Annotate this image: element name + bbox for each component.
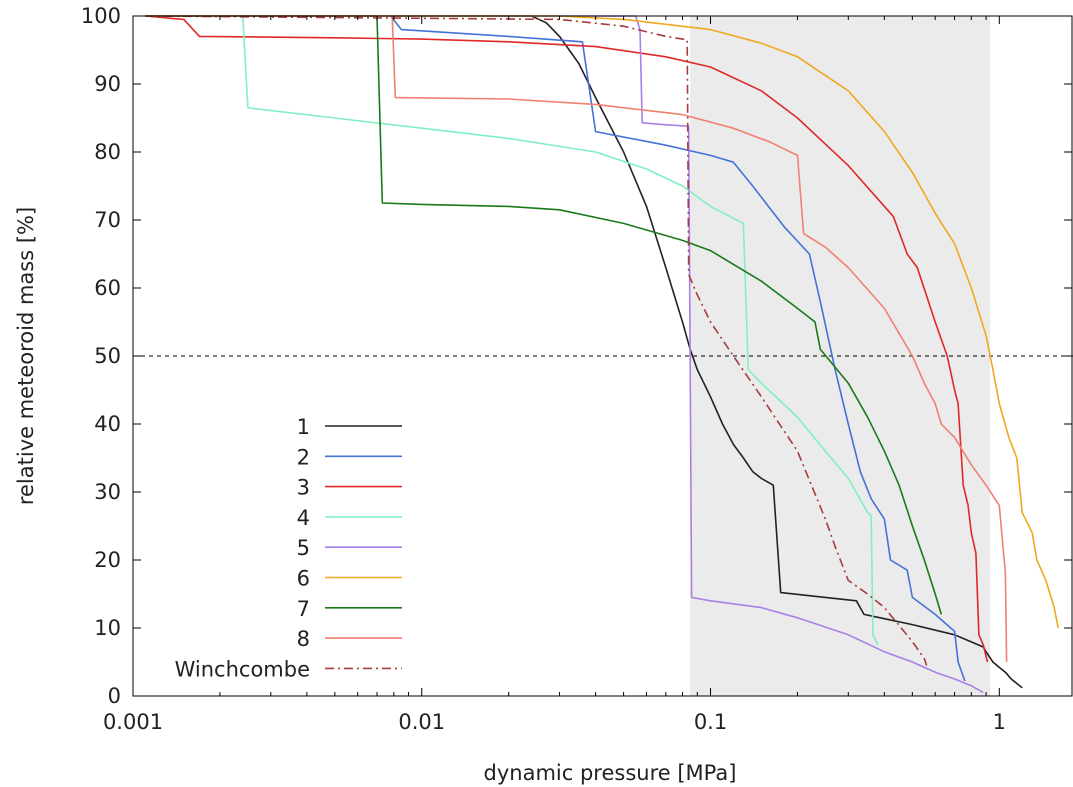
- y-tick-label: 50: [94, 344, 121, 368]
- x-axis-label: dynamic pressure [MPa]: [484, 761, 737, 785]
- legend-label-1: 1: [297, 415, 310, 439]
- series-line-8: [145, 15, 1008, 663]
- x-tick-label: 0.01: [398, 710, 445, 734]
- legend: 1 2 3 4 5 6 7 8 Winchcombe: [175, 415, 402, 681]
- y-tick-label: 90: [94, 72, 121, 96]
- y-tick-label: 20: [94, 548, 121, 572]
- series-line-4: [145, 15, 879, 646]
- y-tick-label: 80: [94, 140, 121, 164]
- y-tick-label: 0: [108, 684, 121, 708]
- axes-layer: 0 10 20 30 40 50 60 70 80 90 100 0.001 0.01 0.1 1: [81, 4, 1073, 734]
- x-tick-label: 0.001: [103, 710, 163, 734]
- legend-label-winchcombe: Winchcombe: [175, 657, 310, 681]
- series-line-2: [145, 15, 966, 682]
- y-tick-label: 30: [94, 480, 121, 504]
- y-tick-label: 40: [94, 412, 121, 436]
- legend-label-4: 4: [297, 506, 310, 530]
- legend-label-2: 2: [297, 445, 310, 469]
- series-line-1: [145, 15, 1023, 689]
- series-line-3: [144, 15, 989, 663]
- series-layer: [144, 15, 1059, 694]
- y-tick-label: 70: [94, 208, 121, 232]
- y-axis-label: relative meteoroid mass [%]: [14, 207, 38, 505]
- y-tick-label: 60: [94, 276, 121, 300]
- legend-label-6: 6: [297, 567, 310, 591]
- x-tick-label: 0.1: [694, 710, 727, 734]
- x-tick-label: 1: [993, 710, 1006, 734]
- legend-label-7: 7: [297, 597, 310, 621]
- legend-label-8: 8: [297, 627, 310, 651]
- legend-label-5: 5: [297, 536, 310, 560]
- series-line-5: [145, 15, 984, 694]
- y-tick-label: 10: [94, 616, 121, 640]
- legend-label-3: 3: [297, 476, 310, 500]
- series-line-7: [145, 15, 943, 615]
- y-tick-label: 100: [81, 4, 121, 28]
- series-line-6: [145, 15, 1059, 629]
